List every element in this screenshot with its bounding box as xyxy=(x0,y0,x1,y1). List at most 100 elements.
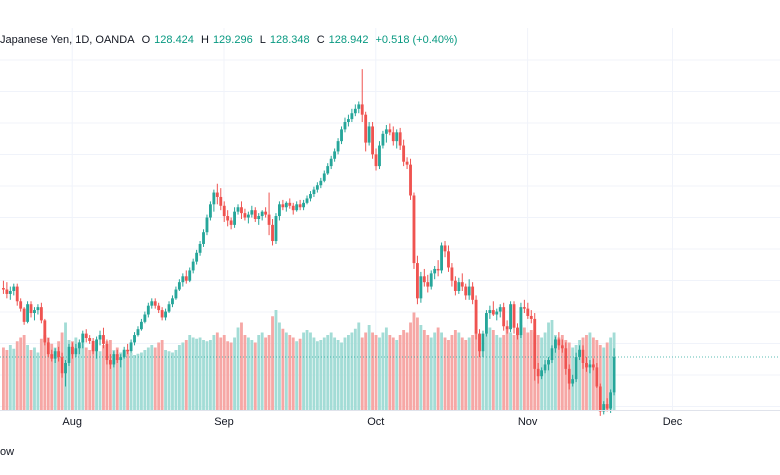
candle-body xyxy=(529,315,533,319)
volume-bar xyxy=(554,335,557,410)
candle-body xyxy=(450,267,454,281)
candle-body xyxy=(347,119,350,123)
volume-bar xyxy=(495,335,499,410)
candle-body xyxy=(398,132,402,146)
volume-bar xyxy=(433,332,437,410)
legend-change: +0.518 (+0.40%) xyxy=(375,34,458,46)
candle-body xyxy=(281,204,285,208)
candle-body xyxy=(457,282,461,291)
candle-body xyxy=(357,104,361,109)
candle-body xyxy=(519,307,523,336)
candle-body xyxy=(560,345,564,349)
volume-bar xyxy=(557,337,561,410)
candle-body xyxy=(460,282,464,287)
candle-body xyxy=(233,211,236,225)
candle-body xyxy=(440,245,443,271)
candle-body xyxy=(160,310,164,318)
volume-bar xyxy=(98,351,102,410)
volume-bar xyxy=(384,327,388,410)
volume-bar xyxy=(67,340,71,410)
volume-bar xyxy=(391,337,395,410)
volume-bar xyxy=(522,327,526,410)
candle-body xyxy=(91,340,95,352)
candle-body xyxy=(188,270,192,281)
volume-bar xyxy=(212,335,216,410)
volume-bar xyxy=(374,335,378,410)
volume-bar xyxy=(381,332,385,410)
candle-body xyxy=(485,313,488,334)
candle-body xyxy=(71,346,74,355)
legend-high-value: 129.296 xyxy=(212,34,253,46)
volume-bar xyxy=(36,352,40,410)
volume-bar xyxy=(581,337,585,410)
volume-bar xyxy=(174,350,178,410)
candle-body xyxy=(305,198,309,203)
volume-bar xyxy=(202,340,205,410)
volume-bar xyxy=(115,347,119,410)
volume-bar xyxy=(257,335,261,410)
volume-bar xyxy=(19,337,23,410)
legend-high-label: H xyxy=(200,34,209,46)
candle-body xyxy=(447,251,450,268)
candle-body xyxy=(105,343,109,361)
volume-bar xyxy=(340,342,343,410)
volume-bar xyxy=(329,332,333,410)
volume-bar xyxy=(108,340,112,410)
legend-open-label: O xyxy=(141,34,151,46)
volume-bar xyxy=(550,320,554,410)
candle-body xyxy=(478,333,481,352)
candle-body xyxy=(419,276,423,299)
candle-body xyxy=(88,338,92,341)
volume-bar xyxy=(184,340,188,410)
volume-bar xyxy=(343,337,347,410)
volume-bar xyxy=(295,341,299,410)
volume-bar xyxy=(564,340,568,410)
volume-bar xyxy=(436,327,440,410)
candle-body xyxy=(257,216,261,219)
volume-bar xyxy=(122,351,126,410)
candle-body xyxy=(409,164,412,196)
candle-body xyxy=(198,243,202,253)
candle-body xyxy=(605,404,609,409)
candle-body xyxy=(585,362,588,368)
candle-body xyxy=(312,189,316,195)
candle-body xyxy=(19,301,23,309)
volume-bar xyxy=(591,337,595,410)
candle-body xyxy=(554,339,557,349)
candle-body xyxy=(112,354,116,365)
candle-body xyxy=(495,311,499,315)
volume-bar xyxy=(274,310,278,410)
candle-body xyxy=(526,308,530,316)
candle-body xyxy=(191,261,195,271)
candle-body xyxy=(336,141,340,152)
volume-bar xyxy=(412,312,416,410)
volume-bar xyxy=(77,345,81,410)
x-tick-label: Dec xyxy=(663,416,683,428)
volume-bar xyxy=(267,335,271,410)
candle-body xyxy=(516,327,519,336)
candles xyxy=(2,69,616,416)
candle-body xyxy=(371,126,374,155)
candle-body xyxy=(77,342,81,349)
volume-bar xyxy=(409,322,412,410)
candle-body xyxy=(136,329,140,336)
volume-bar xyxy=(71,341,74,410)
candle-body xyxy=(229,220,233,225)
volume-bar xyxy=(309,332,312,410)
candle-body xyxy=(102,335,105,344)
volume-bar xyxy=(278,322,281,410)
volume-bar xyxy=(529,330,533,410)
volume-bar xyxy=(405,332,409,410)
volume-bar xyxy=(136,353,140,410)
candle-body xyxy=(536,368,540,377)
candle-body xyxy=(33,310,36,314)
candle-body xyxy=(5,289,9,294)
x-tick-label: Nov xyxy=(518,416,538,428)
volume-bar xyxy=(322,337,326,410)
candle-body xyxy=(167,304,171,312)
candle-body xyxy=(578,349,581,358)
volume-bar xyxy=(240,322,243,410)
volume-bar xyxy=(222,335,226,410)
